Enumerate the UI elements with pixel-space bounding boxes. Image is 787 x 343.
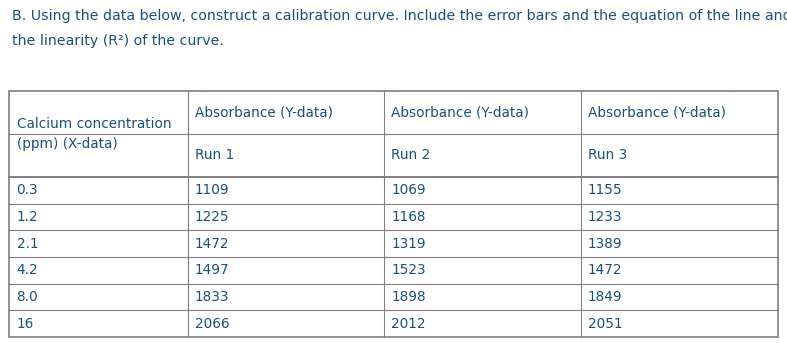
Text: 1319: 1319 xyxy=(391,237,426,251)
Text: 1497: 1497 xyxy=(194,263,229,277)
Text: 1109: 1109 xyxy=(194,183,229,197)
Text: 1168: 1168 xyxy=(391,210,426,224)
Text: 1849: 1849 xyxy=(588,290,623,304)
Text: Absorbance (Y-data): Absorbance (Y-data) xyxy=(391,105,530,119)
Text: 2.1: 2.1 xyxy=(17,237,38,251)
Text: 1389: 1389 xyxy=(588,237,623,251)
Text: the linearity (R²) of the curve.: the linearity (R²) of the curve. xyxy=(12,34,224,48)
Text: 1523: 1523 xyxy=(391,263,426,277)
Text: 1833: 1833 xyxy=(194,290,229,304)
Bar xyxy=(9,91,778,337)
Text: Calcium concentration
(ppm) (X-data): Calcium concentration (ppm) (X-data) xyxy=(17,117,171,151)
Text: 2051: 2051 xyxy=(588,317,623,331)
Text: 0.3: 0.3 xyxy=(17,183,38,197)
Text: 1225: 1225 xyxy=(194,210,229,224)
Text: Run 2: Run 2 xyxy=(391,149,430,163)
Text: 8.0: 8.0 xyxy=(17,290,38,304)
Text: Run 1: Run 1 xyxy=(194,149,234,163)
Text: 1.2: 1.2 xyxy=(17,210,38,224)
Text: 2066: 2066 xyxy=(194,317,229,331)
Text: 1233: 1233 xyxy=(588,210,623,224)
Text: Absorbance (Y-data): Absorbance (Y-data) xyxy=(588,105,726,119)
Text: 4.2: 4.2 xyxy=(17,263,38,277)
Text: 1898: 1898 xyxy=(391,290,426,304)
Text: 1155: 1155 xyxy=(588,183,623,197)
Text: 2012: 2012 xyxy=(391,317,426,331)
Text: Run 3: Run 3 xyxy=(588,149,627,163)
Text: Absorbance (Y-data): Absorbance (Y-data) xyxy=(194,105,333,119)
Text: 1472: 1472 xyxy=(194,237,229,251)
Text: B. Using the data below, construct a calibration curve. Include the error bars a: B. Using the data below, construct a cal… xyxy=(12,9,787,23)
Text: 16: 16 xyxy=(17,317,34,331)
Text: 1472: 1472 xyxy=(588,263,623,277)
Text: 1069: 1069 xyxy=(391,183,426,197)
